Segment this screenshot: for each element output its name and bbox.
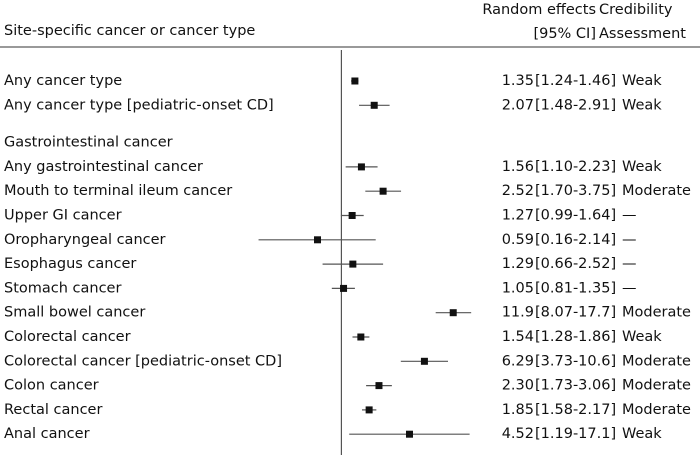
ci-label: [8.07-17.7] [535,305,616,321]
row-label: Esophagus cancer [4,256,136,272]
assessment: — [622,256,637,272]
row-label: Rectal cancer [4,402,102,418]
row-label: Colorectal cancer [4,329,131,345]
assessment-header: Assessment [599,26,686,42]
assessment: Weak [622,426,662,442]
point-estimate [351,77,359,85]
assessment: Moderate [622,305,691,321]
assessment: Moderate [622,183,691,199]
row-label: Any gastrointestinal cancer [4,159,203,175]
estimate-label: 11.9 [502,305,534,321]
assessment: Moderate [622,353,691,369]
ci-label: [1.58-2.17] [535,402,616,418]
point-estimate [405,430,413,438]
ci-label: [0.16-2.14] [535,232,616,248]
estimate-header: Random effects [482,2,596,18]
assessment: — [622,280,637,296]
ci-label: [1.28-1.86] [535,329,616,345]
row-label: Small bowel cancer [4,305,145,321]
point-estimate [340,284,348,292]
point-estimate [314,236,322,244]
estimate-label: 2.52 [502,183,534,199]
point-estimate [370,101,378,109]
row-label: Any cancer type [pediatric-onset CD] [4,97,274,113]
ci-label: [1.10-2.23] [535,159,616,175]
estimate-label: 1.29 [502,256,534,272]
ci-label: [1.19-17.1] [535,426,616,442]
row-label: Colorectal cancer [pediatric-onset CD] [4,353,282,369]
point-estimate [357,333,365,341]
row-label: Oropharyngeal cancer [4,232,166,248]
section-heading: Gastrointestinal cancer [4,135,173,151]
label-header: Site-specific cancer or cancer type [4,23,255,39]
estimate-label: 6.29 [502,353,534,369]
ci-label: [1.24-1.46] [535,73,616,89]
ci-label: [1.70-3.75] [535,183,616,199]
point-estimate [379,187,387,195]
estimate-label: 1.54 [502,329,534,345]
row-label: Anal cancer [4,426,90,442]
assessment: — [622,208,637,224]
point-estimate [420,357,428,365]
estimate-label: 1.35 [502,73,534,89]
estimate-label: 0.59 [502,232,534,248]
estimate-label: 2.07 [502,97,534,113]
estimate-label: 1.05 [502,280,534,296]
assessment: — [622,232,637,248]
assessment: Weak [622,159,662,175]
row-label: Any cancer type [4,73,122,89]
row-label: Upper GI cancer [4,208,122,224]
point-estimate [449,309,457,317]
estimate-label: 1.27 [502,208,534,224]
estimate-label: 2.30 [502,378,534,394]
point-estimate [375,382,383,390]
estimate-header: [95% CI] [533,26,596,42]
assessment: Moderate [622,378,691,394]
row-label: Colon cancer [4,378,99,394]
assessment: Weak [622,73,662,89]
row-label: Stomach cancer [4,280,121,296]
assessment: Weak [622,329,662,345]
estimate-label: 1.56 [502,159,534,175]
ci-label: [0.66-2.52] [535,256,616,272]
estimate-label: 1.85 [502,402,534,418]
ci-label: [1.48-2.91] [535,97,616,113]
assessment-header: Credibility [599,2,673,18]
ci-label: [0.81-1.35] [535,280,616,296]
assessment: Weak [622,97,662,113]
point-estimate [348,212,356,219]
ci-label: [1.73-3.06] [535,378,616,394]
point-estimate [365,406,373,414]
row-label: Mouth to terminal ileum cancer [4,183,232,199]
point-estimate [357,163,365,171]
point-estimate [349,260,357,268]
assessment: Moderate [622,402,691,418]
ci-label: [3.73-10.6] [535,353,616,369]
ci-label: [0.99-1.64] [535,208,616,224]
estimate-label: 4.52 [502,426,534,442]
